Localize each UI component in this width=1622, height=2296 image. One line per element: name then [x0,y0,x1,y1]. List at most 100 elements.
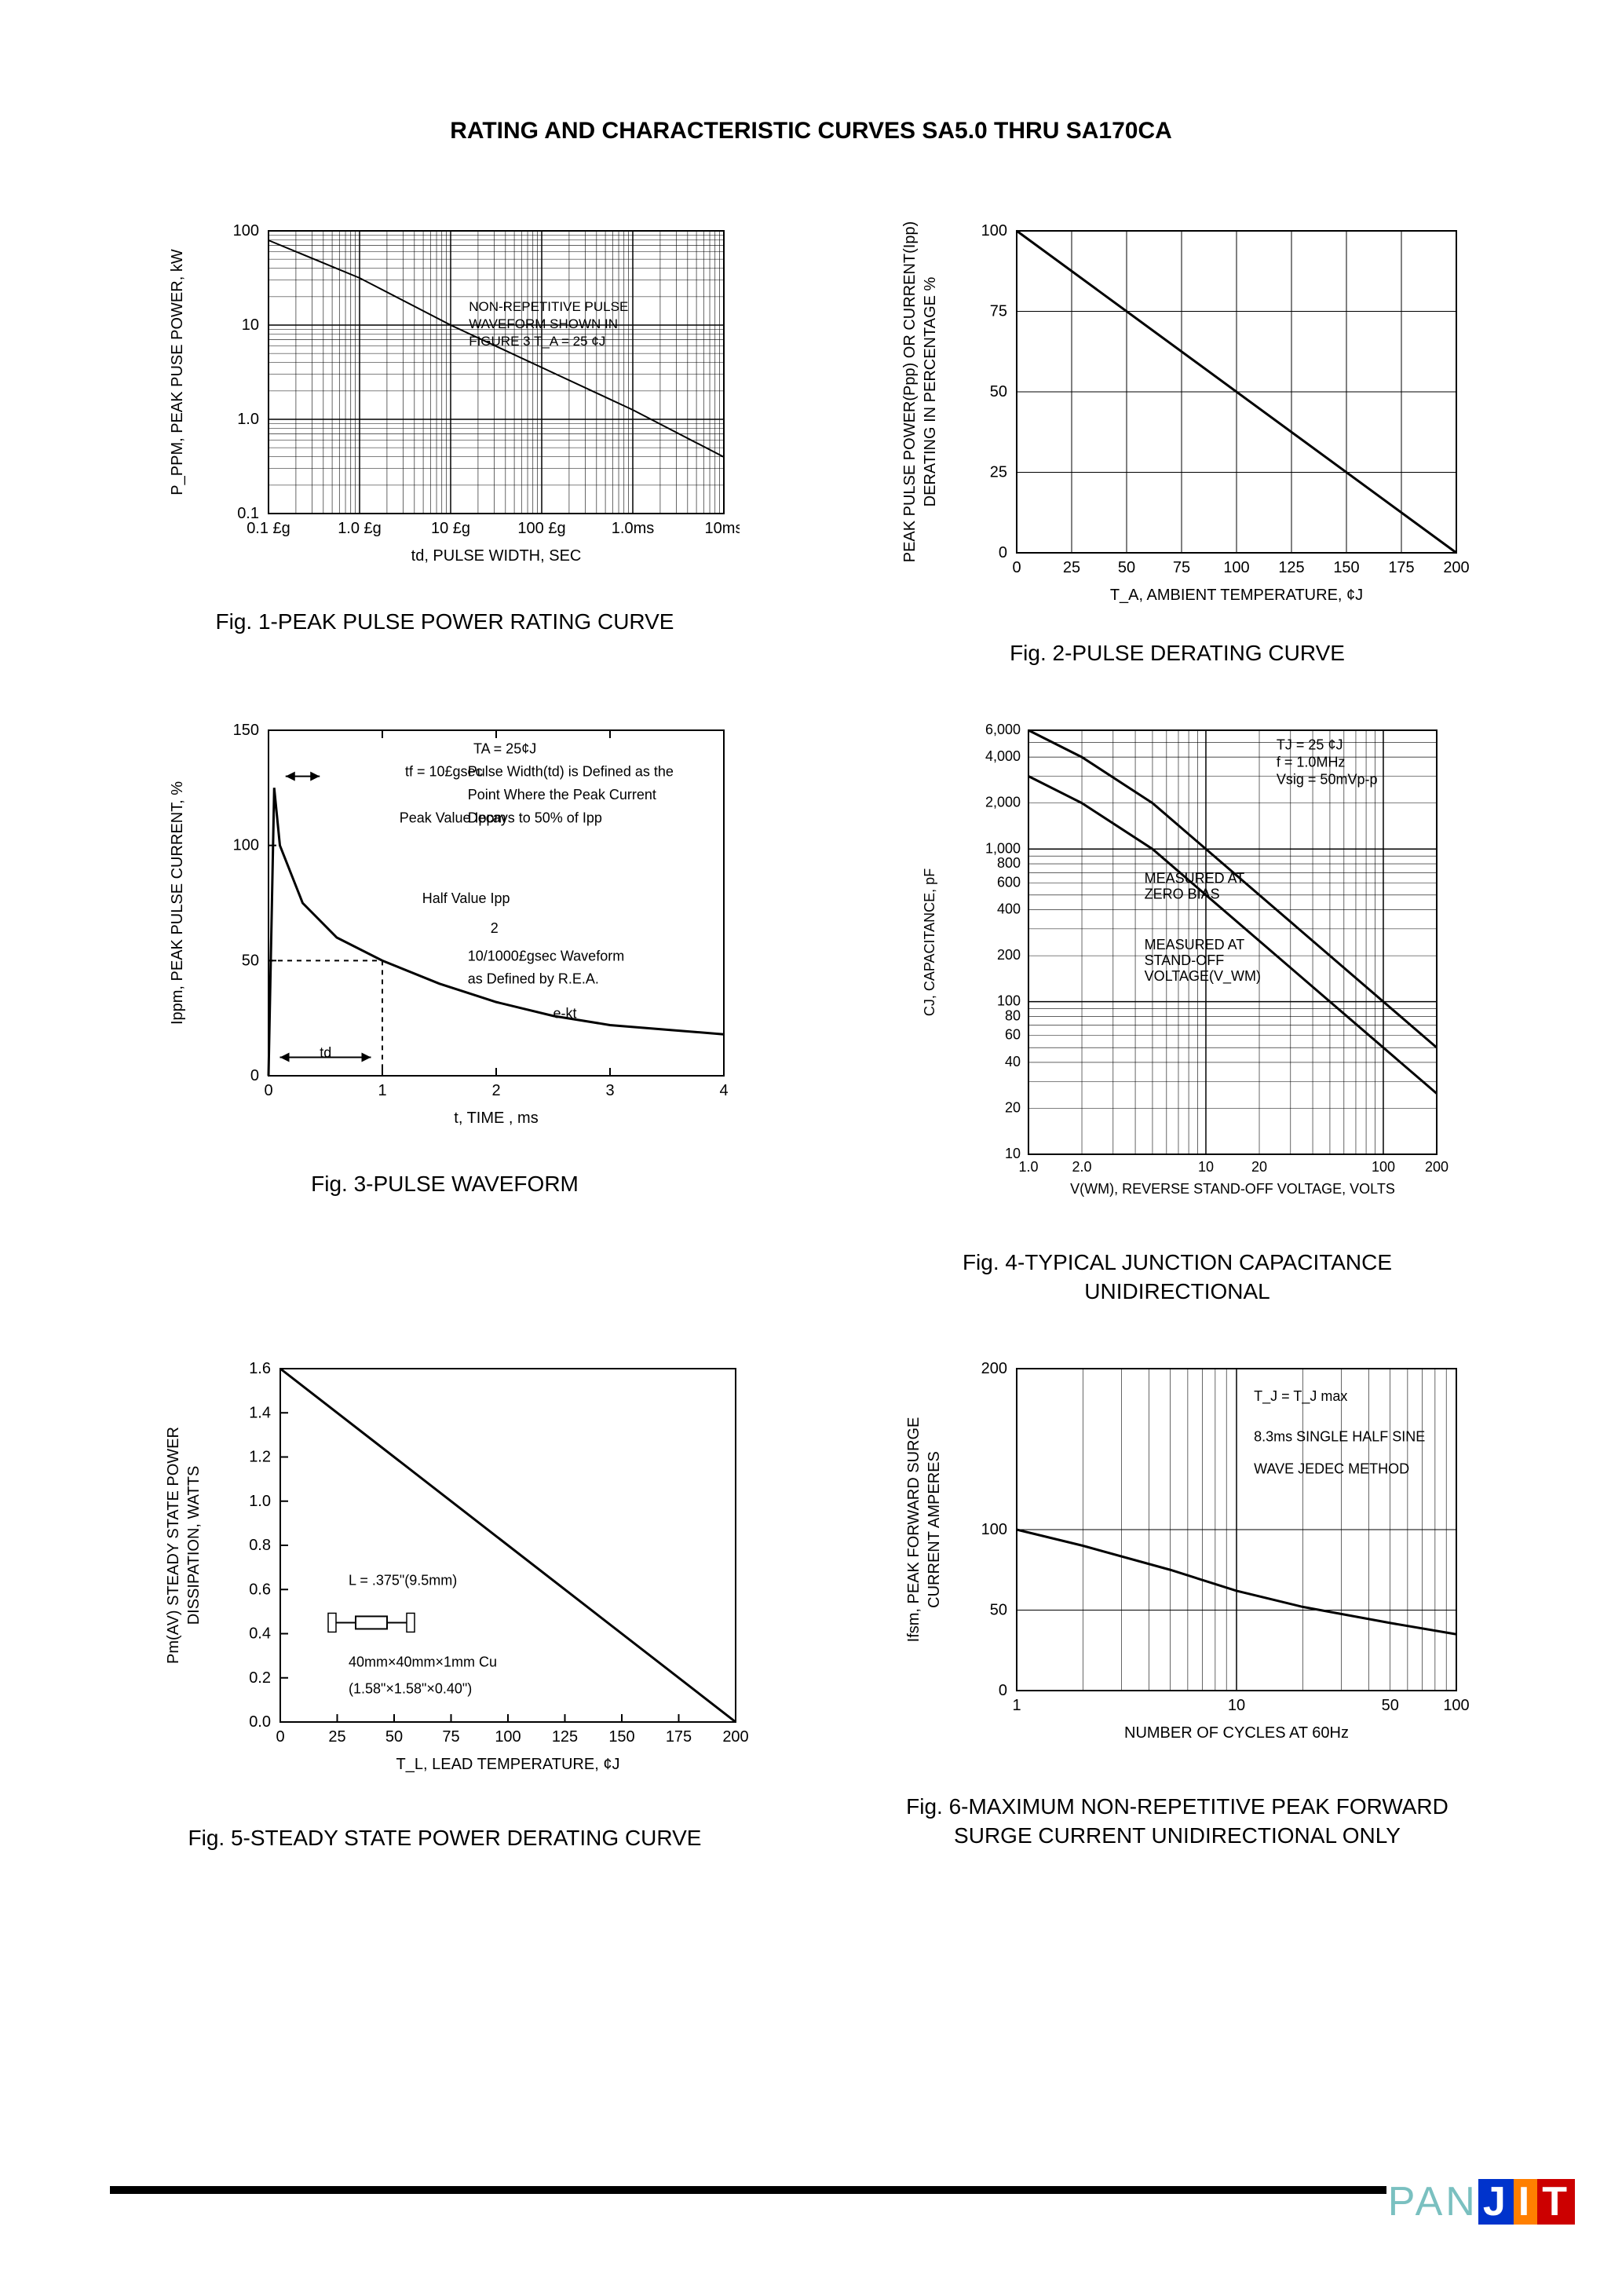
logo-pan: PAN [1388,2179,1478,2225]
fig6-caption: Fig. 6-MAXIMUM NON-REPETITIVE PEAK FORWA… [906,1793,1448,1850]
svg-text:L = .375"(9.5mm): L = .375"(9.5mm) [349,1573,457,1589]
charts-grid: 0.1 £g1.0 £g10 £g100 £g1.0ms10ms0.11.010… [110,215,1512,1853]
svg-text:75: 75 [442,1728,459,1746]
svg-text:0: 0 [264,1082,272,1099]
svg-text:0.0: 0.0 [249,1713,271,1731]
svg-text:4: 4 [719,1082,728,1099]
svg-text:50: 50 [989,383,1006,400]
svg-text:Ippm, PEAK PULSE CURRENT, %: Ippm, PEAK PULSE CURRENT, % [169,781,186,1025]
fig2-cell: 02550751001251501752000255075100T_A, AMB… [842,215,1512,667]
svg-text:0: 0 [998,1682,1006,1699]
svg-text:WAVE JEDEC METHOD: WAVE JEDEC METHOD [1254,1461,1409,1476]
svg-text:Ifsm, PEAK FORWARD SURGE: Ifsm, PEAK FORWARD SURGE [905,1417,922,1643]
svg-text:100: 100 [232,222,258,239]
svg-text:100: 100 [1371,1159,1394,1175]
svg-text:PEAK PULSE POWER(Ppp) OR CURRE: PEAK PULSE POWER(Ppp) OR CURRENT(Ipp) [901,221,919,563]
svg-text:Pm(AV) STEADY STATE POWER: Pm(AV) STEADY STATE POWER [165,1427,182,1664]
svg-text:0.2: 0.2 [249,1669,271,1687]
svg-text:2.0: 2.0 [1072,1159,1091,1175]
svg-text:1.0ms: 1.0ms [611,520,653,537]
svg-text:50: 50 [989,1602,1006,1619]
svg-text:Peak Value Ippm: Peak Value Ippm [399,810,506,826]
fig5-cell: 02550751001251501752000.00.20.40.60.81.0… [110,1353,780,1852]
svg-text:VOLTAGE(V_WM): VOLTAGE(V_WM) [1144,968,1260,985]
svg-text:800: 800 [996,855,1020,871]
svg-text:Pulse Width(td) is Defined as: Pulse Width(td) is Defined as the [467,764,673,780]
svg-text:2: 2 [491,1082,500,1099]
svg-text:10: 10 [1227,1697,1244,1714]
svg-text:0: 0 [276,1728,284,1746]
svg-text:40mm×40mm×1mm Cu: 40mm×40mm×1mm Cu [349,1654,497,1670]
svg-text:10 £g: 10 £g [430,520,469,537]
svg-text:600: 600 [996,875,1020,890]
svg-text:1,000: 1,000 [985,841,1020,857]
page-title: RATING AND CHARACTERISTIC CURVES SA5.0 T… [110,118,1512,144]
svg-text:6,000: 6,000 [985,722,1020,737]
svg-text:125: 125 [1278,559,1304,576]
svg-text:100: 100 [495,1728,521,1746]
svg-text:CJ, CAPACITANCE, pF: CJ, CAPACITANCE, pF [922,868,937,1016]
svg-text:Vsig = 50mVp-p: Vsig = 50mVp-p [1276,772,1377,788]
svg-text:CURRENT AMPERES: CURRENT AMPERES [926,1451,943,1608]
svg-text:T_J = T_J max: T_J = T_J max [1254,1388,1347,1405]
fig1-chart: 0.1 £g1.0 £g10 £g100 £g1.0ms10ms0.11.010… [151,215,740,592]
svg-text:MEASURED AT: MEASURED AT [1144,871,1244,887]
svg-text:Half Value Ipp: Half Value Ipp [422,890,510,906]
svg-text:1.0 £g: 1.0 £g [338,520,382,537]
svg-text:100: 100 [981,1521,1006,1538]
svg-text:125: 125 [551,1728,577,1746]
svg-text:10: 10 [241,316,258,334]
svg-text:200: 200 [1424,1159,1448,1175]
svg-text:2: 2 [490,921,498,937]
svg-text:150: 150 [1333,559,1359,576]
svg-text:100: 100 [1443,1697,1469,1714]
fig6-cell: 05010020011050100T_J = T_J max8.3ms SING… [842,1353,1512,1852]
svg-text:1.2: 1.2 [249,1449,271,1466]
fig1-cell: 0.1 £g1.0 £g10 £g100 £g1.0ms10ms0.11.010… [110,215,780,667]
svg-text:0.1 £g: 0.1 £g [247,520,290,537]
svg-text:10/1000£gsec Waveform: 10/1000£gsec Waveform [467,949,623,964]
svg-text:100: 100 [996,993,1020,1009]
svg-text:DISSIPATION, WATTS: DISSIPATION, WATTS [185,1466,203,1625]
svg-text:200: 200 [996,948,1020,963]
svg-text:td, PULSE WIDTH, SEC: td, PULSE WIDTH, SEC [411,547,581,565]
fig2-chart: 02550751001251501752000255075100T_A, AMB… [883,215,1472,623]
svg-text:150: 150 [232,722,258,739]
svg-text:1.0: 1.0 [249,1493,271,1510]
svg-text:0: 0 [250,1067,258,1084]
svg-text:td: td [320,1045,331,1061]
svg-text:DERATING IN PERCENTAGE %: DERATING IN PERCENTAGE % [922,276,939,506]
svg-text:75: 75 [1172,559,1189,576]
svg-text:60: 60 [1004,1027,1020,1043]
svg-text:P_PPM, PEAK PUSE POWER, kW: P_PPM, PEAK PUSE POWER, kW [169,249,186,495]
svg-text:40: 40 [1004,1054,1020,1069]
svg-text:t, TIME , ms: t, TIME , ms [454,1110,538,1127]
svg-text:20: 20 [1251,1159,1266,1175]
svg-text:1.4: 1.4 [249,1404,271,1421]
svg-text:f = 1.0MHz: f = 1.0MHz [1276,755,1345,770]
svg-text:20: 20 [1004,1100,1020,1116]
svg-text:(1.58"×1.58"×0.40"): (1.58"×1.58"×0.40") [349,1681,472,1697]
fig2-caption: Fig. 2-PULSE DERATING CURVE [1010,639,1345,667]
logo-j: J [1478,2179,1514,2225]
svg-text:200: 200 [1443,559,1469,576]
svg-text:0.1: 0.1 [237,505,259,522]
footer-rule [110,2186,1386,2194]
svg-text:1.0: 1.0 [237,411,259,428]
svg-text:WAVEFORM SHOWN IN: WAVEFORM SHOWN IN [469,316,618,331]
svg-text:400: 400 [996,901,1020,917]
fig6-chart: 05010020011050100T_J = T_J max8.3ms SING… [883,1353,1472,1777]
svg-text:TJ = 25 ¢J: TJ = 25 ¢J [1276,737,1343,753]
svg-text:100: 100 [1223,559,1249,576]
fig4-cell: 1.02.01020100200102040608010020040060080… [842,715,1512,1306]
fig5-chart: 02550751001251501752000.00.20.40.60.81.0… [139,1353,751,1808]
svg-text:200: 200 [981,1360,1006,1377]
svg-text:100: 100 [232,837,258,854]
fig4-chart: 1.02.01020100200102040608010020040060080… [903,715,1452,1233]
svg-text:FIGURE 3 T_A = 25 ¢J: FIGURE 3 T_A = 25 ¢J [469,334,605,349]
fig4-caption: Fig. 4-TYPICAL JUNCTION CAPACITANCE UNID… [963,1249,1392,1306]
svg-text:2,000: 2,000 [985,795,1020,810]
svg-text:0.4: 0.4 [249,1625,271,1643]
svg-text:STAND-OFF: STAND-OFF [1144,952,1224,968]
svg-text:50: 50 [385,1728,402,1746]
